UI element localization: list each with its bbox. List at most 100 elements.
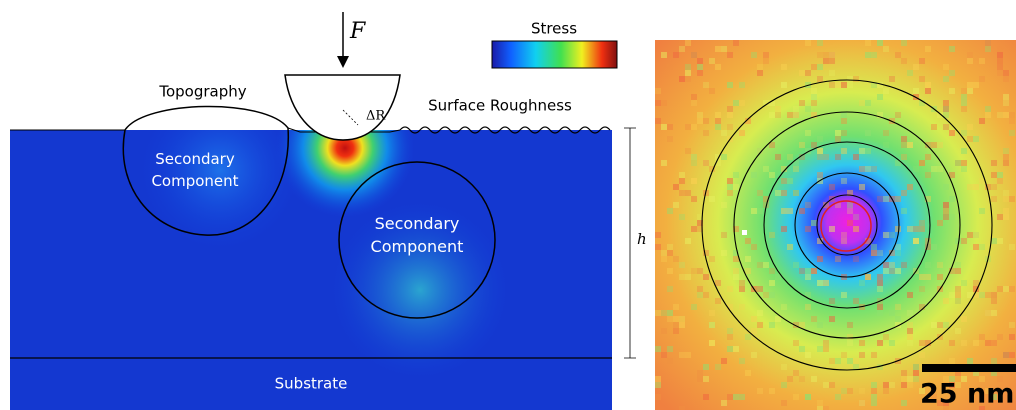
pixel [742,230,747,235]
noise-pixel [745,238,751,244]
noise-pixel [991,292,997,298]
noise-pixel [973,184,979,190]
noise-pixel [955,298,961,304]
noise-pixel [661,124,667,130]
noise-pixel [997,52,1003,58]
noise-pixel [799,208,805,214]
topography-label: Topography [158,83,246,101]
noise-pixel [727,52,733,58]
noise-pixel [985,292,991,298]
noise-pixel [907,340,913,346]
noise-pixel [895,112,901,118]
noise-pixel [985,106,991,112]
noise-pixel [949,214,955,220]
noise-pixel [847,322,853,328]
noise-pixel [769,268,775,274]
noise-pixel [883,88,889,94]
noise-pixel [901,370,907,376]
noise-pixel [895,268,901,274]
noise-pixel [679,322,685,328]
noise-pixel [757,208,763,214]
noise-pixel [691,154,697,160]
noise-pixel [1009,196,1015,202]
noise-pixel [943,184,949,190]
noise-pixel [829,316,835,322]
noise-pixel [937,262,943,268]
noise-pixel [661,100,667,106]
noise-pixel [1003,94,1009,100]
noise-pixel [931,322,937,328]
secondary-left-label: Secondary Component [140,148,250,192]
noise-pixel [721,46,727,52]
noise-pixel [673,328,679,334]
secondary-right-box: Secondary Component [362,212,472,262]
noise-pixel [925,172,931,178]
noise-pixel [889,310,895,316]
noise-pixel [913,238,919,244]
noise-pixel [901,136,907,142]
noise-pixel [883,388,889,394]
noise-pixel [949,340,955,346]
noise-pixel [811,220,817,226]
noise-pixel [949,196,955,202]
noise-pixel [739,82,745,88]
noise-pixel [997,58,1003,64]
noise-pixel [733,184,739,190]
noise-pixel [853,358,859,364]
noise-pixel [865,148,871,154]
noise-pixel [679,406,685,410]
noise-pixel [961,100,967,106]
noise-pixel [949,358,955,364]
noise-pixel [655,100,661,106]
noise-pixel [691,160,697,166]
noise-pixel [901,58,907,64]
noise-pixel [667,208,673,214]
noise-pixel [673,316,679,322]
noise-pixel [937,322,943,328]
noise-pixel [955,262,961,268]
noise-pixel [877,250,883,256]
noise-pixel [967,136,973,142]
noise-pixel [1009,244,1015,250]
noise-pixel [895,196,901,202]
noise-pixel [961,88,967,94]
noise-pixel [805,268,811,274]
noise-pixel [955,328,961,334]
noise-pixel [895,244,901,250]
noise-pixel [697,370,703,376]
noise-pixel [1003,214,1009,220]
noise-pixel [817,256,823,262]
noise-pixel [817,64,823,70]
noise-pixel [943,124,949,130]
noise-pixel [841,232,847,238]
noise-pixel [901,208,907,214]
noise-pixel [877,274,883,280]
noise-pixel [697,268,703,274]
noise-pixel [721,232,727,238]
noise-pixel [901,400,907,406]
noise-pixel [751,172,757,178]
noise-pixel [715,64,721,70]
noise-pixel [823,154,829,160]
noise-pixel [697,118,703,124]
noise-pixel [811,94,817,100]
noise-pixel [979,118,985,124]
noise-pixel [781,82,787,88]
noise-pixel [1003,196,1009,202]
noise-pixel [661,52,667,58]
noise-pixel [727,346,733,352]
noise-pixel [877,304,883,310]
noise-pixel [829,358,835,364]
noise-pixel [655,244,661,250]
noise-pixel [949,292,955,298]
noise-pixel [1003,352,1009,358]
noise-pixel [967,52,973,58]
noise-pixel [799,268,805,274]
noise-pixel [757,190,763,196]
noise-pixel [979,208,985,214]
noise-pixel [697,64,703,70]
noise-pixel [859,400,865,406]
noise-pixel [907,142,913,148]
noise-pixel [823,346,829,352]
noise-pixel [847,208,853,214]
